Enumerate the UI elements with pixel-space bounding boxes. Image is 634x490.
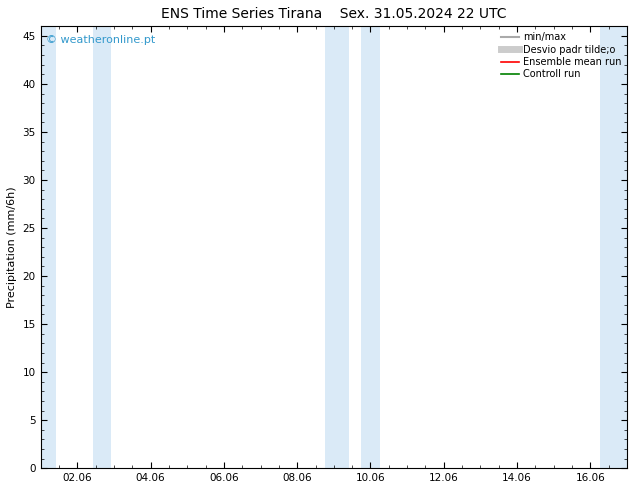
Bar <box>93 26 111 468</box>
Y-axis label: Precipitation (mm/6h): Precipitation (mm/6h) <box>7 186 17 308</box>
Title: ENS Time Series Tirana    Sex. 31.05.2024 22 UTC: ENS Time Series Tirana Sex. 31.05.2024 2… <box>161 7 507 21</box>
Bar <box>361 26 380 468</box>
Bar <box>41 26 56 468</box>
Legend: min/max, Desvio padr tilde;o, Ensemble mean run, Controll run: min/max, Desvio padr tilde;o, Ensemble m… <box>498 28 625 83</box>
Bar <box>600 26 627 468</box>
Bar <box>325 26 349 468</box>
Text: © weatheronline.pt: © weatheronline.pt <box>46 35 156 45</box>
